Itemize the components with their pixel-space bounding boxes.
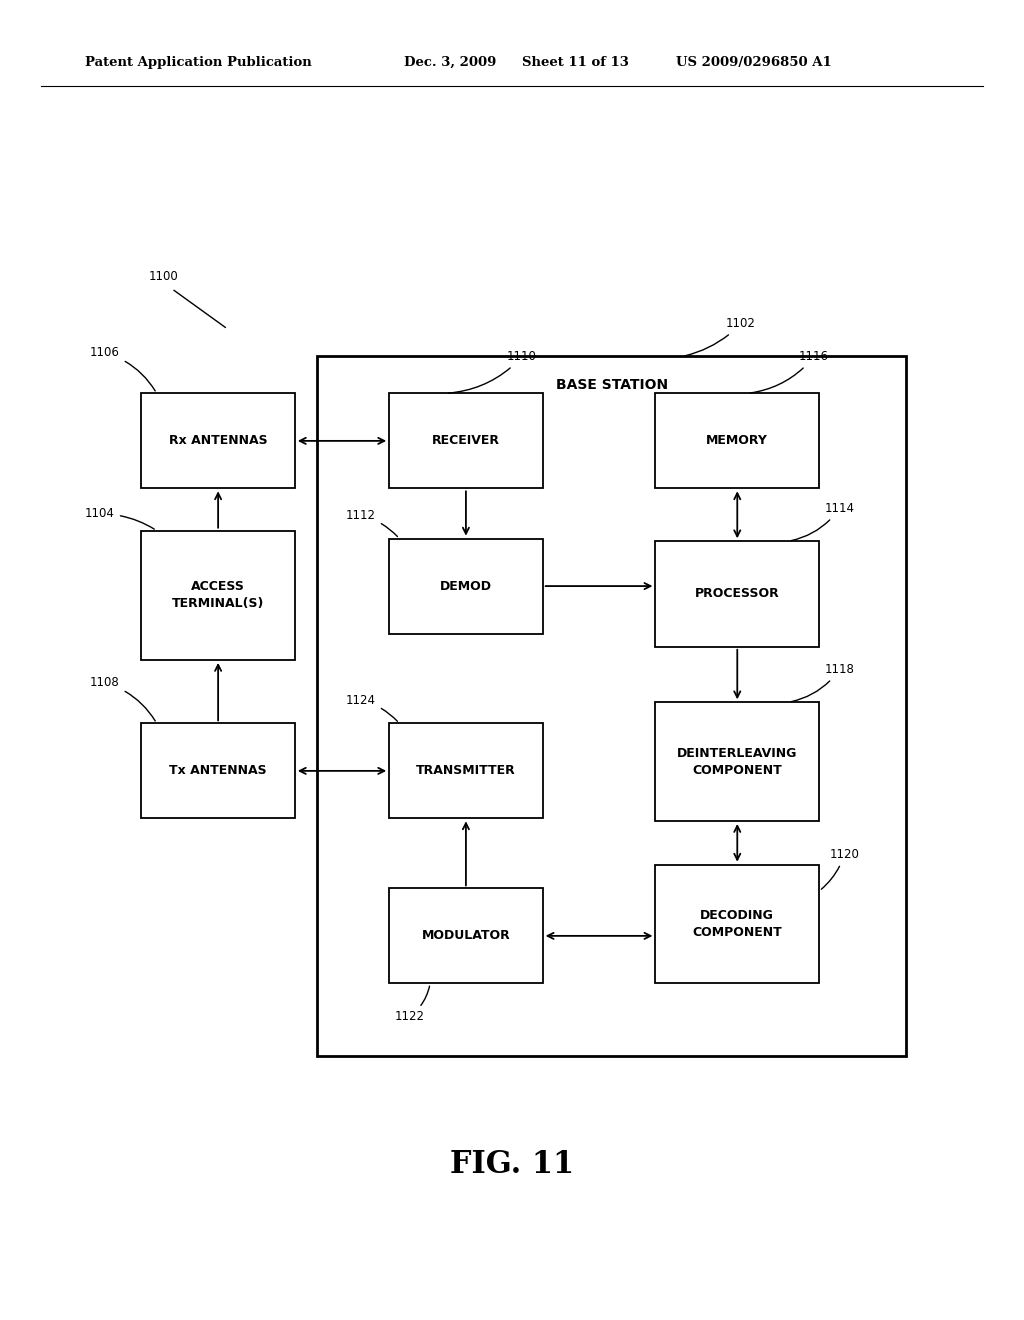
Text: 1118: 1118: [792, 663, 854, 702]
Text: US 2009/0296850 A1: US 2009/0296850 A1: [676, 55, 831, 69]
Text: MODULATOR: MODULATOR: [422, 929, 510, 942]
Bar: [655, 702, 819, 821]
Text: 1100: 1100: [148, 269, 178, 282]
Text: 1116: 1116: [751, 350, 828, 393]
Text: DEINTERLEAVING
COMPONENT: DEINTERLEAVING COMPONENT: [677, 747, 798, 776]
Bar: [655, 393, 819, 488]
Text: 1102: 1102: [685, 317, 756, 356]
Text: 1114: 1114: [792, 502, 854, 541]
Text: Dec. 3, 2009: Dec. 3, 2009: [404, 55, 497, 69]
Bar: [655, 865, 819, 983]
Text: TRANSMITTER: TRANSMITTER: [416, 764, 516, 777]
Text: 1122: 1122: [394, 986, 429, 1023]
Text: 1112: 1112: [346, 508, 397, 536]
Bar: [317, 356, 906, 1056]
Text: MEMORY: MEMORY: [707, 434, 768, 447]
Text: ACCESS
TERMINAL(S): ACCESS TERMINAL(S): [172, 581, 264, 610]
Text: 1104: 1104: [85, 507, 155, 529]
Text: 1108: 1108: [90, 676, 156, 721]
Text: DECODING
COMPONENT: DECODING COMPONENT: [692, 909, 782, 939]
Text: 1110: 1110: [449, 350, 537, 393]
Text: RECEIVER: RECEIVER: [432, 434, 500, 447]
Text: Tx ANTENNAS: Tx ANTENNAS: [169, 764, 267, 777]
Text: PROCESSOR: PROCESSOR: [695, 587, 779, 601]
Text: FIG. 11: FIG. 11: [450, 1148, 574, 1180]
Bar: [141, 723, 295, 818]
Bar: [389, 888, 543, 983]
Text: BASE STATION: BASE STATION: [556, 378, 668, 392]
Bar: [141, 531, 295, 660]
Bar: [389, 539, 543, 634]
Bar: [389, 723, 543, 818]
Text: Sheet 11 of 13: Sheet 11 of 13: [522, 55, 629, 69]
Text: 1124: 1124: [346, 693, 397, 721]
Text: DEMOD: DEMOD: [440, 579, 492, 593]
Text: 1106: 1106: [90, 346, 156, 391]
Text: Rx ANTENNAS: Rx ANTENNAS: [169, 434, 267, 447]
Bar: [655, 541, 819, 647]
Text: Patent Application Publication: Patent Application Publication: [85, 55, 311, 69]
Bar: [141, 393, 295, 488]
Bar: [389, 393, 543, 488]
Text: 1120: 1120: [821, 847, 859, 890]
